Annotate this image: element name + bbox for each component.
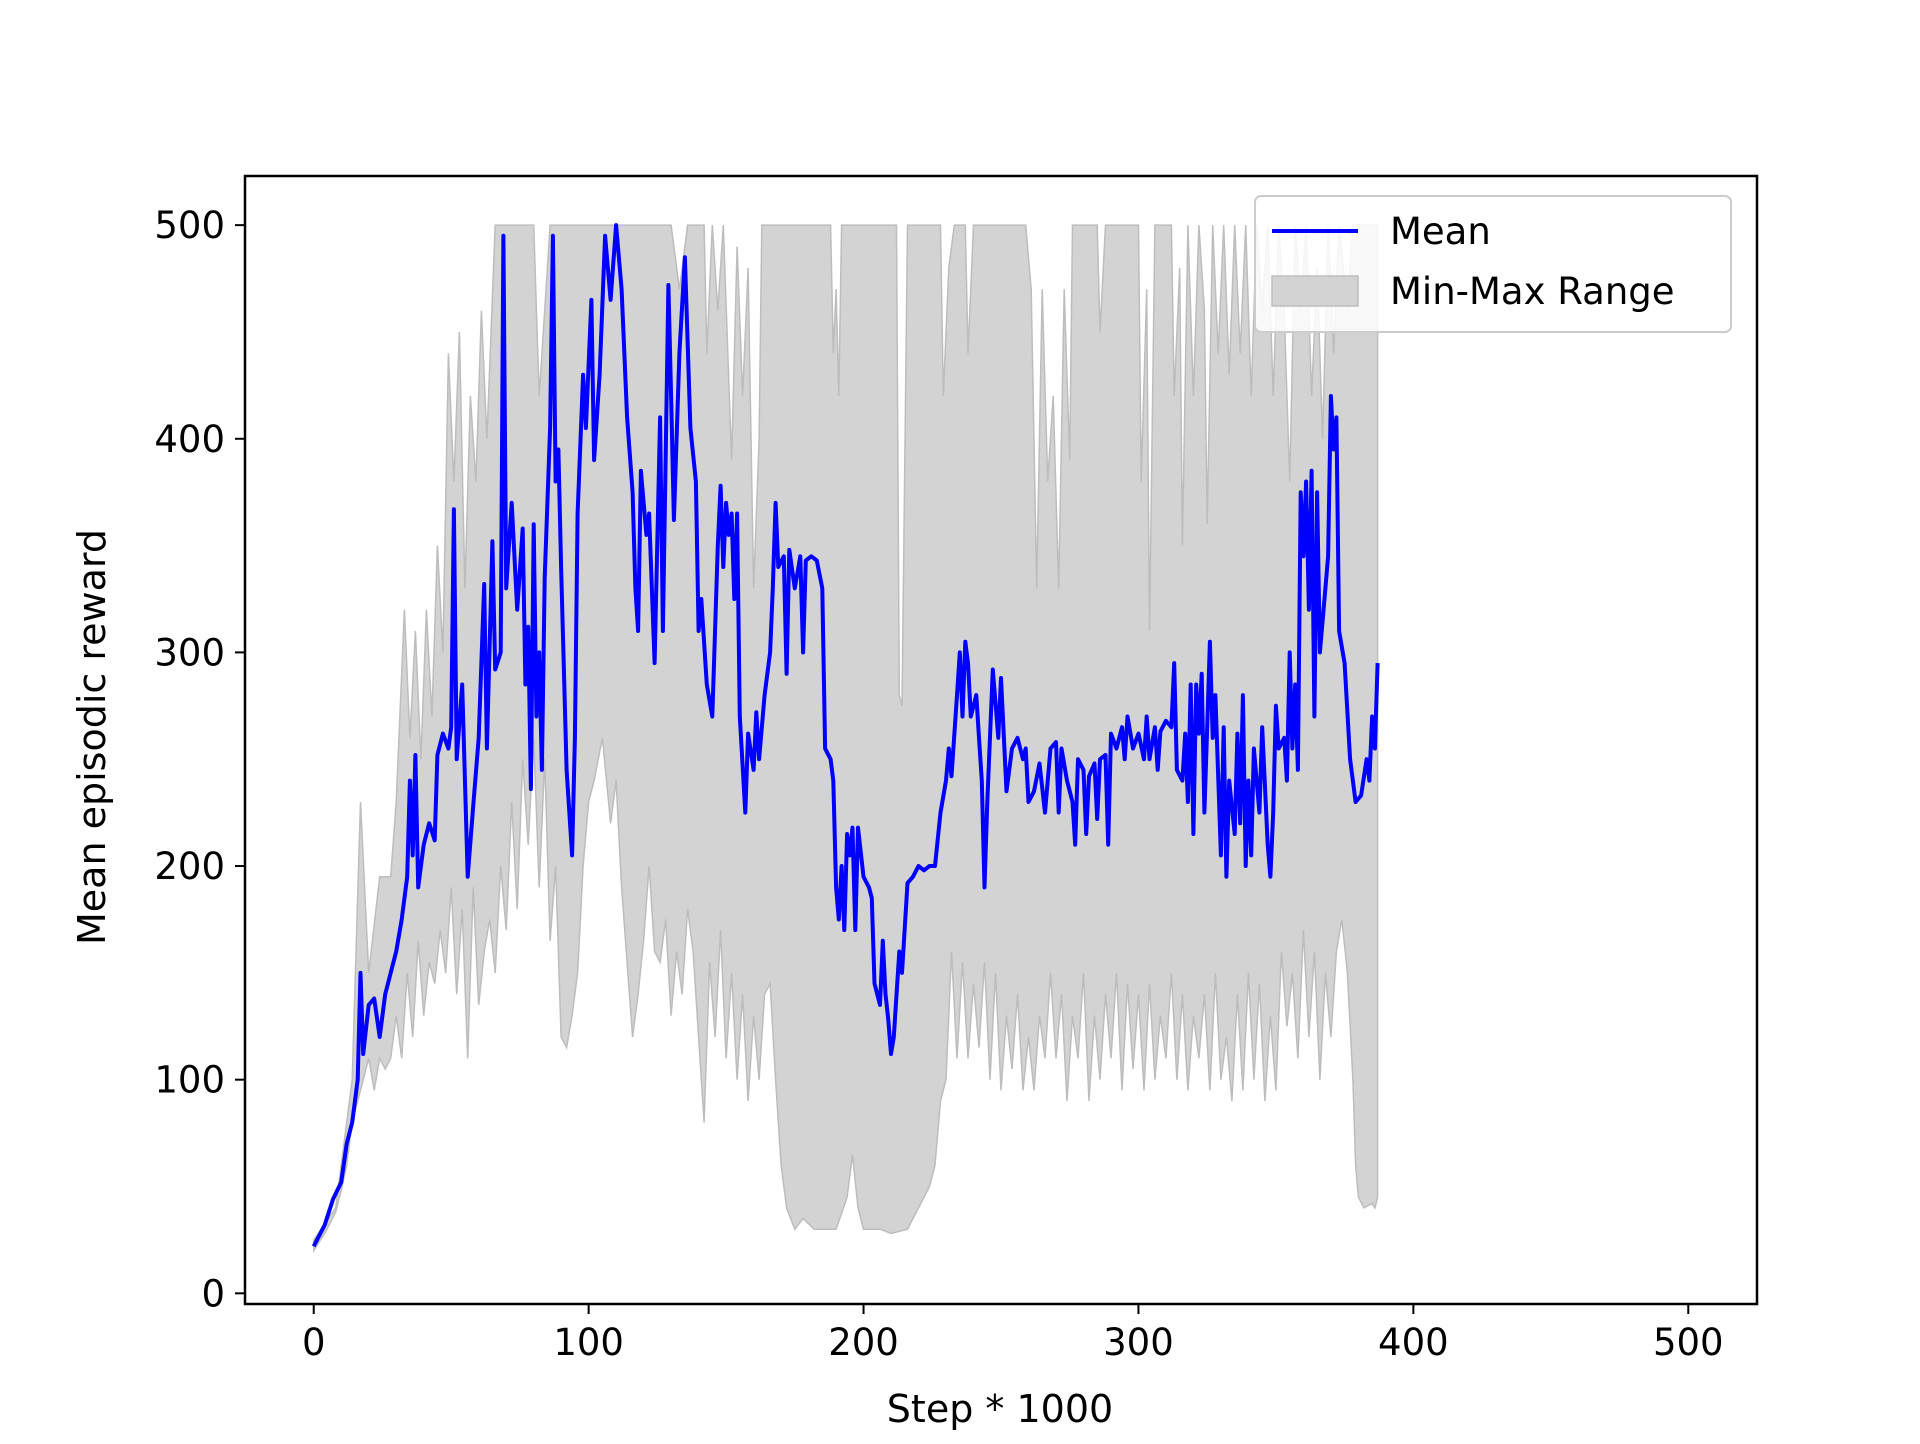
legend-range-label: Min-Max Range <box>1390 270 1675 313</box>
axes: 0 100 200 300 400 500 0 100 200 300 400 500 <box>154 174 1759 1364</box>
y-axis-label: Mean episodic reward <box>70 529 114 945</box>
y-tick-label: 400 <box>154 418 225 461</box>
axes-frame <box>243 174 1759 1306</box>
y-tick-label: 500 <box>154 204 225 247</box>
y-tick-label: 300 <box>154 631 225 674</box>
x-tick-label: 100 <box>553 1321 624 1364</box>
x-tick-label: 0 <box>302 1321 326 1364</box>
legend-range-swatch <box>1271 275 1359 307</box>
y-tick-label: 0 <box>201 1272 225 1315</box>
plot-area <box>311 223 1380 1254</box>
mean-line <box>311 223 1380 1248</box>
x-tick-label: 400 <box>1378 1321 1449 1364</box>
y-tick-label: 200 <box>154 845 225 888</box>
legend-box <box>1254 195 1732 333</box>
x-tick-label: 300 <box>1103 1321 1174 1364</box>
x-tick-label: 500 <box>1653 1321 1724 1364</box>
legend-mean-label: Mean <box>1390 210 1491 253</box>
y-tick-label: 100 <box>154 1059 225 1102</box>
x-tick-label: 200 <box>828 1321 899 1364</box>
legend: Mean Min-Max Range <box>1254 195 1732 333</box>
x-axis-label: Step * 1000 <box>887 1387 1113 1431</box>
